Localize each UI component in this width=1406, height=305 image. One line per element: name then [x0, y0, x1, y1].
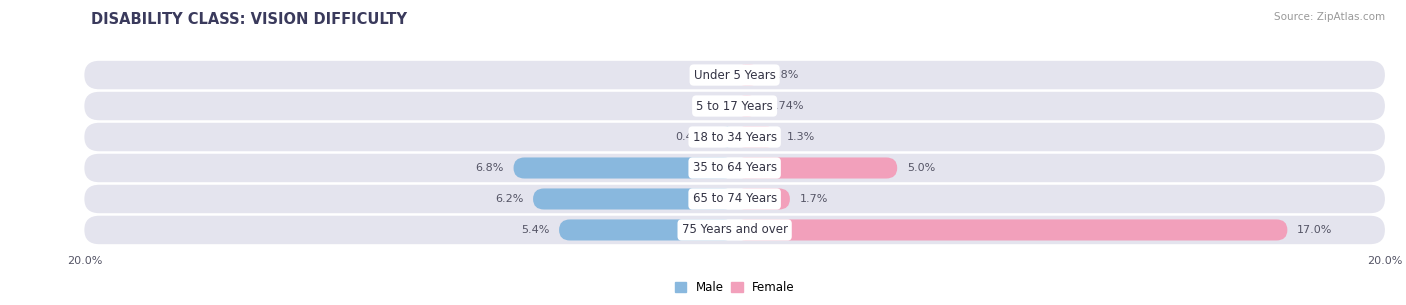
FancyBboxPatch shape	[735, 157, 897, 178]
Text: 6.8%: 6.8%	[475, 163, 503, 173]
FancyBboxPatch shape	[735, 219, 1288, 241]
Text: 5 to 17 Years: 5 to 17 Years	[696, 99, 773, 113]
Text: 0.45%: 0.45%	[675, 132, 710, 142]
Text: 0.8%: 0.8%	[770, 70, 799, 80]
FancyBboxPatch shape	[84, 123, 1385, 151]
Text: Under 5 Years: Under 5 Years	[693, 69, 776, 81]
Text: 0.0%: 0.0%	[696, 101, 725, 111]
Text: 1.7%: 1.7%	[800, 194, 828, 204]
Text: 75 Years and over: 75 Years and over	[682, 224, 787, 236]
FancyBboxPatch shape	[735, 64, 761, 86]
FancyBboxPatch shape	[84, 216, 1385, 244]
Text: Source: ZipAtlas.com: Source: ZipAtlas.com	[1274, 12, 1385, 22]
Text: 65 to 74 Years: 65 to 74 Years	[693, 192, 776, 206]
Text: 1.3%: 1.3%	[787, 132, 815, 142]
FancyBboxPatch shape	[735, 188, 790, 210]
Text: 6.2%: 6.2%	[495, 194, 523, 204]
Text: 0.74%: 0.74%	[769, 101, 804, 111]
Text: DISABILITY CLASS: VISION DIFFICULTY: DISABILITY CLASS: VISION DIFFICULTY	[91, 12, 408, 27]
FancyBboxPatch shape	[84, 61, 1385, 89]
Text: 0.0%: 0.0%	[696, 70, 725, 80]
FancyBboxPatch shape	[513, 157, 735, 178]
Text: 5.0%: 5.0%	[907, 163, 935, 173]
FancyBboxPatch shape	[84, 154, 1385, 182]
Text: 17.0%: 17.0%	[1298, 225, 1333, 235]
Text: 18 to 34 Years: 18 to 34 Years	[693, 131, 776, 144]
FancyBboxPatch shape	[735, 95, 759, 117]
Text: 5.4%: 5.4%	[522, 225, 550, 235]
FancyBboxPatch shape	[533, 188, 735, 210]
FancyBboxPatch shape	[84, 92, 1385, 120]
FancyBboxPatch shape	[720, 127, 735, 148]
Text: 35 to 64 Years: 35 to 64 Years	[693, 161, 776, 174]
FancyBboxPatch shape	[735, 127, 778, 148]
FancyBboxPatch shape	[560, 219, 735, 241]
Legend: Male, Female: Male, Female	[669, 276, 800, 299]
FancyBboxPatch shape	[84, 185, 1385, 213]
